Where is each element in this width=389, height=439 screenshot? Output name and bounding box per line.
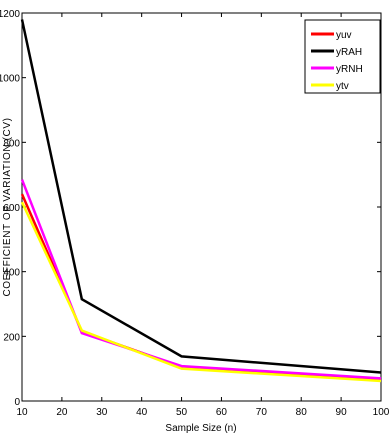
x-tick-label: 10 [16,407,28,418]
x-tick-label: 80 [296,407,308,418]
x-tick-label: 100 [373,407,389,418]
x-axis: 10 20 30 40 50 60 70 80 90 100 [16,13,389,418]
x-tick-label: 70 [256,407,268,418]
x-axis-title: Sample Size (n) [165,423,236,434]
series-line-ytv [20,201,382,383]
x-tick-label: 20 [56,407,68,418]
x-tick-label: 60 [216,407,228,418]
y-tick-label: 0 [14,397,20,408]
y-tick-label: 400 [3,268,20,279]
legend-label-yuv: yuv [336,30,352,41]
y-tick-label: 200 [3,332,20,343]
legend-box [304,19,381,94]
x-tick-label: 40 [136,407,148,418]
y-tick-label: 1200 [0,9,20,20]
x-tick-label: 50 [176,407,188,418]
x-tick-label: 90 [336,407,348,418]
y-tick-label: 1000 [0,74,20,85]
y-tick-label: 600 [3,203,20,214]
y-axis: 0 200 400 600 800 1000 1200 [0,9,381,408]
y-tick-label: 800 [3,138,20,149]
legend-label-ytv: ytv [336,81,349,92]
y-axis-title: COEFFICIENT OF VARIATION (CV) [2,117,13,296]
series-lines [20,19,382,383]
legend-label-yRAH: yRAH [336,47,362,58]
legend-label-yRNH: yRNH [336,64,363,75]
legend: yuv yRAH yRNH ytv [304,19,381,94]
x-tick-label: 30 [96,407,108,418]
series-line-yRAH [20,19,382,374]
